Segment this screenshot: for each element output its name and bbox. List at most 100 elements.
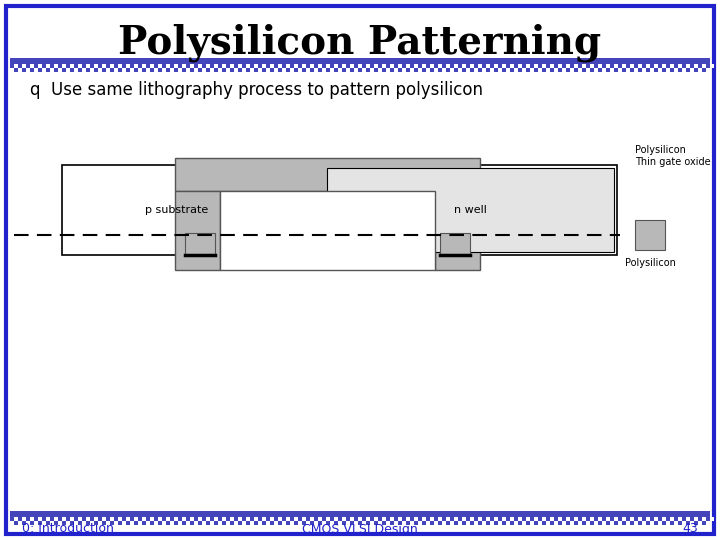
Bar bbox=[194, 68, 198, 72]
Bar bbox=[450, 68, 454, 72]
Bar bbox=[662, 64, 666, 68]
Bar bbox=[30, 517, 34, 521]
Bar bbox=[626, 68, 630, 72]
Bar bbox=[262, 64, 266, 68]
Bar bbox=[326, 517, 330, 521]
Bar bbox=[462, 517, 466, 521]
Bar bbox=[70, 517, 74, 521]
Bar bbox=[670, 517, 674, 521]
Bar bbox=[510, 517, 514, 521]
Bar bbox=[322, 68, 326, 72]
Bar bbox=[258, 68, 262, 72]
Bar bbox=[402, 521, 406, 525]
Bar bbox=[154, 68, 158, 72]
Bar bbox=[534, 517, 538, 521]
Bar bbox=[434, 521, 438, 525]
Text: q  Use same lithography process to pattern polysilicon: q Use same lithography process to patter… bbox=[30, 81, 483, 99]
Bar bbox=[370, 521, 374, 525]
Bar bbox=[442, 68, 446, 72]
Bar bbox=[70, 64, 74, 68]
Bar bbox=[185, 233, 215, 255]
Bar bbox=[438, 64, 442, 68]
Bar bbox=[158, 64, 162, 68]
Bar bbox=[558, 64, 562, 68]
Bar bbox=[214, 517, 218, 521]
Bar bbox=[202, 521, 206, 525]
Bar bbox=[454, 64, 458, 68]
Bar bbox=[94, 517, 98, 521]
Bar bbox=[442, 521, 446, 525]
Bar bbox=[398, 517, 402, 521]
Bar bbox=[22, 64, 26, 68]
Bar bbox=[706, 521, 710, 525]
Bar bbox=[142, 517, 146, 521]
Bar bbox=[702, 64, 706, 68]
Bar bbox=[318, 517, 322, 521]
Bar bbox=[582, 64, 586, 68]
Bar bbox=[278, 64, 282, 68]
Bar bbox=[246, 517, 250, 521]
Bar bbox=[590, 64, 594, 68]
Bar bbox=[538, 68, 542, 72]
Bar bbox=[506, 521, 510, 525]
Bar bbox=[586, 68, 590, 72]
Bar bbox=[582, 517, 586, 521]
Bar bbox=[414, 64, 418, 68]
Bar bbox=[638, 64, 642, 68]
Bar bbox=[446, 64, 450, 68]
Bar bbox=[18, 521, 22, 525]
Bar bbox=[58, 521, 62, 525]
Bar bbox=[402, 68, 406, 72]
Bar bbox=[566, 64, 570, 68]
Bar bbox=[570, 521, 574, 525]
Bar bbox=[278, 517, 282, 521]
Bar bbox=[346, 68, 350, 72]
Bar bbox=[394, 68, 398, 72]
Bar bbox=[154, 521, 158, 525]
Bar bbox=[510, 64, 514, 68]
Bar bbox=[226, 521, 230, 525]
Bar bbox=[594, 68, 598, 72]
Bar bbox=[106, 521, 110, 525]
Bar bbox=[262, 517, 266, 521]
Bar bbox=[486, 517, 490, 521]
Bar bbox=[378, 521, 382, 525]
Bar bbox=[270, 64, 274, 68]
Bar bbox=[86, 517, 90, 521]
Bar bbox=[146, 521, 150, 525]
Bar bbox=[58, 68, 62, 72]
Bar bbox=[618, 68, 622, 72]
Bar bbox=[686, 517, 690, 521]
Bar bbox=[14, 517, 18, 521]
Bar bbox=[602, 68, 606, 72]
Bar bbox=[306, 521, 310, 525]
Bar bbox=[498, 68, 502, 72]
Bar bbox=[90, 521, 94, 525]
Bar bbox=[26, 68, 30, 72]
Bar bbox=[690, 68, 694, 72]
Bar bbox=[134, 64, 138, 68]
Bar bbox=[542, 517, 546, 521]
Bar bbox=[190, 64, 194, 68]
Bar bbox=[334, 64, 338, 68]
Bar bbox=[358, 517, 362, 521]
Bar bbox=[174, 64, 178, 68]
Bar bbox=[602, 521, 606, 525]
Bar bbox=[662, 517, 666, 521]
Bar bbox=[454, 517, 458, 521]
Bar bbox=[502, 517, 506, 521]
Bar bbox=[358, 64, 362, 68]
Bar bbox=[66, 68, 70, 72]
Bar bbox=[186, 68, 190, 72]
Bar bbox=[130, 521, 134, 525]
Bar bbox=[266, 68, 270, 72]
Bar bbox=[526, 517, 530, 521]
Bar bbox=[338, 521, 342, 525]
Bar bbox=[150, 64, 154, 68]
Bar bbox=[118, 517, 122, 521]
Bar bbox=[322, 521, 326, 525]
Bar bbox=[342, 517, 346, 521]
Bar bbox=[426, 68, 430, 72]
Bar bbox=[682, 68, 686, 72]
Bar bbox=[162, 521, 166, 525]
